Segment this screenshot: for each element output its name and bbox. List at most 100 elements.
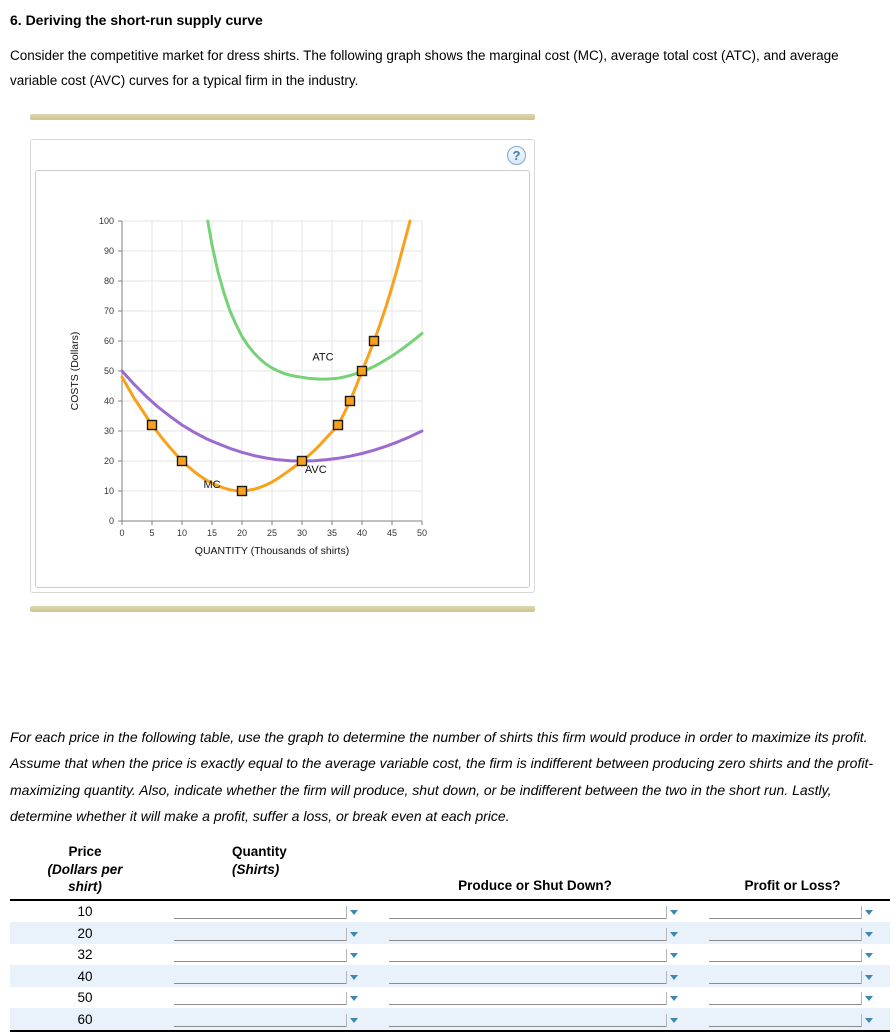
chevron-down-icon xyxy=(350,996,358,1002)
dropdown-underline xyxy=(389,990,666,1006)
dropdown-button[interactable] xyxy=(861,1013,876,1027)
dropdown-button[interactable] xyxy=(346,1013,361,1027)
chevron-down-icon xyxy=(670,910,678,916)
dropdown-underline xyxy=(709,947,861,963)
question-title: 6. Deriving the short-run supply curve xyxy=(10,12,263,28)
dropdown-underline xyxy=(389,969,666,984)
svg-text:0: 0 xyxy=(119,528,124,538)
dropdown-button[interactable] xyxy=(666,992,681,1006)
price-value: 10 xyxy=(77,904,93,920)
profit-loss-dropdown[interactable] xyxy=(709,926,876,941)
svg-text:35: 35 xyxy=(327,528,337,538)
profit-loss-dropdown[interactable] xyxy=(709,947,876,963)
profit-loss-dropdown[interactable] xyxy=(709,969,876,984)
dropdown-button[interactable] xyxy=(346,992,361,1006)
chevron-down-icon xyxy=(865,974,873,980)
dropdown-underline xyxy=(174,990,346,1006)
svg-text:90: 90 xyxy=(104,246,114,256)
dropdown-underline xyxy=(709,926,861,941)
svg-text:COSTS (Dollars): COSTS (Dollars) xyxy=(69,332,81,411)
dropdown-button[interactable] xyxy=(666,1013,681,1027)
price-value: 40 xyxy=(77,968,93,984)
produce-shutdown-dropdown[interactable] xyxy=(389,904,681,920)
quantity-dropdown[interactable] xyxy=(174,1012,361,1027)
chevron-down-icon xyxy=(865,996,873,1002)
quantity-dropdown[interactable] xyxy=(174,926,361,941)
dropdown-underline xyxy=(389,904,666,920)
produce-shutdown-dropdown[interactable] xyxy=(389,926,681,941)
chevron-down-icon xyxy=(350,931,358,937)
dropdown-button[interactable] xyxy=(346,949,361,963)
dropdown-button[interactable] xyxy=(666,927,681,941)
dropdown-button[interactable] xyxy=(346,906,361,920)
chevron-down-icon xyxy=(350,1017,358,1023)
dropdown-button[interactable] xyxy=(666,906,681,920)
table-row: 40 xyxy=(10,965,890,987)
chevron-down-icon xyxy=(350,974,358,980)
dropdown-underline xyxy=(389,947,666,963)
price-header-sub1: (Dollars per xyxy=(47,861,123,877)
intro-paragraph: Consider the competitive market for dres… xyxy=(10,48,839,88)
dropdown-underline xyxy=(709,990,861,1006)
table-row: 10 xyxy=(10,901,890,923)
svg-text:10: 10 xyxy=(104,486,114,496)
svg-text:5: 5 xyxy=(149,528,154,538)
dropdown-button[interactable] xyxy=(346,927,361,941)
answer-table: Price (Dollars per shirt) Quantity (Shir… xyxy=(10,843,890,1032)
quantity-header-sub: (Shirts) xyxy=(232,861,280,877)
produce-shutdown-dropdown[interactable] xyxy=(389,969,681,984)
dropdown-button[interactable] xyxy=(346,970,361,984)
svg-text:50: 50 xyxy=(417,528,427,538)
svg-text:20: 20 xyxy=(104,456,114,466)
produce-column-header: Produce or Shut Down? xyxy=(458,878,612,894)
produce-shutdown-dropdown[interactable] xyxy=(389,1012,681,1027)
panel-bottom-bar xyxy=(30,605,535,612)
produce-shutdown-dropdown[interactable] xyxy=(389,990,681,1006)
dropdown-button[interactable] xyxy=(861,949,876,963)
profit-loss-dropdown[interactable] xyxy=(709,990,876,1006)
dropdown-underline xyxy=(174,1012,346,1027)
svg-text:0: 0 xyxy=(109,516,114,526)
quantity-dropdown[interactable] xyxy=(174,969,361,984)
svg-text:MC: MC xyxy=(203,479,220,491)
chevron-down-icon xyxy=(865,910,873,916)
price-value: 50 xyxy=(77,990,93,1006)
dropdown-button[interactable] xyxy=(861,992,876,1006)
dropdown-button[interactable] xyxy=(666,970,681,984)
profit-loss-dropdown[interactable] xyxy=(709,1012,876,1027)
svg-text:80: 80 xyxy=(104,276,114,286)
dropdown-button[interactable] xyxy=(861,970,876,984)
dropdown-underline xyxy=(389,926,666,941)
graph-card: ? 0 10 20 30 40 50 60 70 80 90 100 0 5 10 15 20 25 30 35 40… xyxy=(30,138,535,593)
quantity-dropdown[interactable] xyxy=(174,947,361,963)
cost-curves-chart: 0 10 20 30 40 50 60 70 80 90 100 0 5 10 15 20 25 30 35 40 45… xyxy=(69,216,427,557)
chevron-down-icon xyxy=(350,910,358,916)
quantity-header-title: Quantity xyxy=(232,844,287,860)
quantity-dropdown[interactable] xyxy=(174,904,361,920)
dropdown-button[interactable] xyxy=(861,906,876,920)
svg-text:ATC: ATC xyxy=(312,351,333,363)
dropdown-underline xyxy=(174,926,346,941)
dropdown-underline xyxy=(174,947,346,963)
chevron-down-icon xyxy=(865,953,873,959)
svg-text:60: 60 xyxy=(104,336,114,346)
table-row: 60 xyxy=(10,1008,890,1030)
dropdown-button[interactable] xyxy=(666,949,681,963)
svg-text:45: 45 xyxy=(387,528,397,538)
help-icon[interactable]: ? xyxy=(507,145,526,165)
dropdown-button[interactable] xyxy=(861,927,876,941)
quantity-dropdown[interactable] xyxy=(174,990,361,1006)
price-header-title: Price xyxy=(68,844,102,860)
svg-text:25: 25 xyxy=(267,528,277,538)
svg-text:100: 100 xyxy=(99,216,114,226)
profit-loss-dropdown[interactable] xyxy=(709,904,876,920)
produce-shutdown-dropdown[interactable] xyxy=(389,947,681,963)
svg-text:30: 30 xyxy=(104,426,114,436)
price-header-sub2: shirt) xyxy=(68,879,102,895)
chart-container: 0 10 20 30 40 50 60 70 80 90 100 0 5 10 15 20 25 30 35 40 45… xyxy=(35,169,530,588)
svg-text:30: 30 xyxy=(297,528,307,538)
table-row: 32 xyxy=(10,944,890,966)
svg-text:40: 40 xyxy=(357,528,367,538)
chevron-down-icon xyxy=(670,1017,678,1023)
